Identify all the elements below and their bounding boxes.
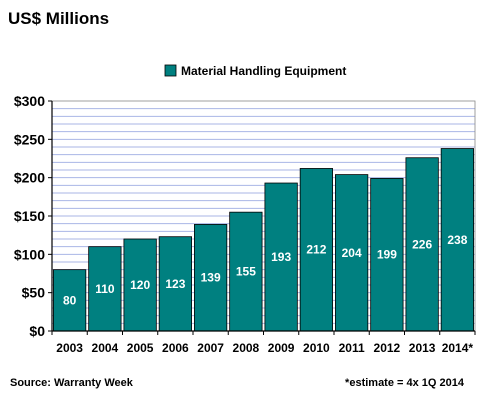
- y-tick-label: $250: [14, 131, 45, 147]
- legend: Material Handling Equipment: [164, 64, 346, 78]
- bar-2004: [88, 246, 122, 332]
- y-tick-label: $200: [14, 170, 45, 186]
- bar-2005: [123, 238, 157, 332]
- data-label-2010: 212: [306, 243, 326, 257]
- legend-swatch: [164, 64, 177, 77]
- source-note: Source: Warranty Week: [10, 377, 134, 389]
- data-label-2005: 120: [130, 278, 150, 292]
- data-label-2004: 110: [95, 282, 115, 296]
- data-label-2014*: 238: [447, 233, 467, 247]
- data-label-2011: 204: [342, 246, 362, 260]
- footnote: *estimate = 4x 1Q 2014: [345, 377, 465, 389]
- data-label-2006: 123: [165, 277, 185, 291]
- bar-2008: [229, 211, 263, 332]
- x-tick-2011: 2011: [339, 341, 365, 355]
- x-tick-2004: 2004: [92, 341, 119, 355]
- data-labels: 80 110 120 123 139 155 193 212 204 199 226 238: [63, 233, 468, 308]
- bar-2009: [264, 182, 298, 332]
- data-label-2007: 139: [201, 271, 221, 285]
- y-tick-label: $150: [14, 208, 45, 224]
- bar-2014*: [440, 148, 474, 332]
- bars: [53, 148, 474, 332]
- data-label-2013: 226: [412, 237, 432, 251]
- data-label-2012: 199: [377, 248, 397, 262]
- x-tick-2009: 2009: [268, 341, 295, 355]
- bar-2012: [370, 178, 404, 332]
- legend-label: Material Handling Equipment: [181, 64, 346, 78]
- bar-2011: [335, 174, 369, 332]
- y-tick-label: $0: [29, 323, 45, 339]
- y-tick-label: $50: [22, 285, 46, 301]
- x-tick-2003: 2003: [56, 341, 83, 355]
- x-tick-2013: 2013: [409, 341, 436, 355]
- data-label-2003: 80: [63, 293, 77, 307]
- x-tick-2005: 2005: [127, 341, 154, 355]
- x-tick-2007: 2007: [197, 341, 224, 355]
- grid: [51, 100, 476, 332]
- x-tick-2008: 2008: [233, 341, 260, 355]
- y-axis-ticks: $0 $50 $100 $150 $200 $250 $300: [14, 93, 52, 339]
- bar-2013: [405, 157, 439, 332]
- chart-title: US$ Millions: [8, 9, 109, 28]
- data-label-2009: 193: [271, 250, 291, 264]
- x-axis-ticks: 2003 2004 2005 2006 2007 2008 2009 2010 2011 2012…: [56, 341, 473, 355]
- x-tick-2006: 2006: [162, 341, 189, 355]
- x-tick-2010: 2010: [303, 341, 330, 355]
- bar-2003: [53, 269, 87, 332]
- x-tick-2012: 2012: [374, 341, 401, 355]
- data-label-2008: 155: [236, 265, 256, 279]
- x-tick-2014*: 2014*: [442, 341, 474, 355]
- y-tick-label: $300: [14, 93, 45, 109]
- y-tick-label: $100: [14, 246, 45, 262]
- bar-2007: [194, 224, 228, 332]
- bar-2010: [299, 168, 333, 332]
